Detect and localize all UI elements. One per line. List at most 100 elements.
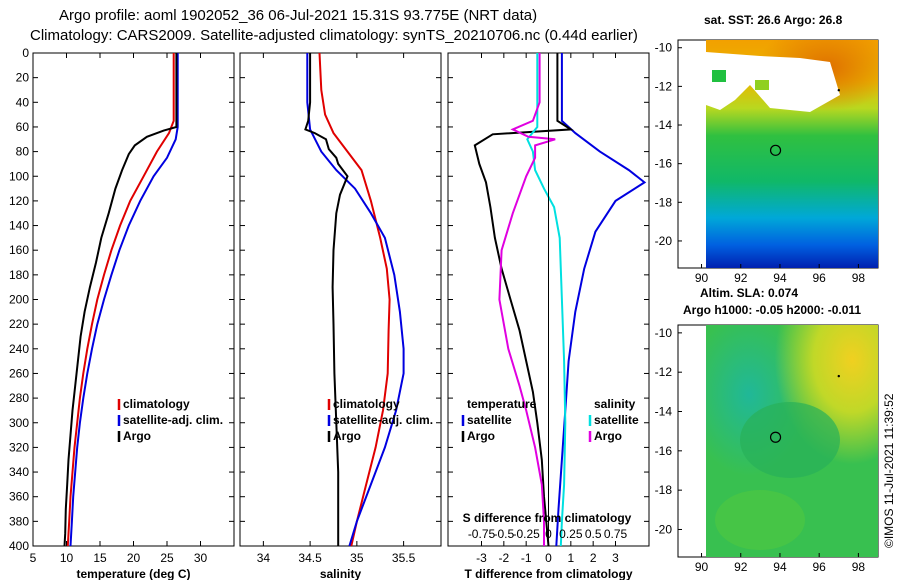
- map-x-tick-label: 96: [812, 271, 826, 285]
- island-marker: [837, 89, 840, 92]
- s-diff-tick-label: 0: [545, 527, 552, 541]
- x-tick-label: -1: [521, 551, 532, 565]
- x-tick-label: 3: [612, 551, 619, 565]
- x-tick-label: 35.5: [392, 551, 416, 565]
- sla-map-title-1: Altim. SLA: 0.074: [700, 286, 798, 300]
- y-tick-label: 180: [9, 268, 29, 282]
- x-tick-label: 2: [590, 551, 597, 565]
- s-diff-tick-label: -0.75: [468, 527, 496, 541]
- series-line-s-argo: [498, 53, 556, 546]
- map-y-tick-label: -14: [655, 405, 673, 419]
- y-tick-label: 240: [9, 342, 29, 356]
- sla-map-title-2: Argo h1000: -0.05 h2000: -0.011: [683, 303, 861, 317]
- x-tick-label: 34: [257, 551, 271, 565]
- legend-label: satellite-adj. clim.: [333, 413, 433, 427]
- sla-light-green-region: [715, 490, 805, 550]
- sst-green-patch-2: [755, 80, 769, 90]
- y-tick-label: 0: [22, 46, 29, 60]
- map-y-tick-label: -12: [655, 79, 673, 93]
- s-diff-tick-label: -0.25: [512, 527, 540, 541]
- series-line-climatology: [66, 53, 175, 547]
- legend-label: Argo: [594, 429, 622, 443]
- series-line-satellite-adj-clim-: [69, 53, 179, 547]
- s-diff-tick-label: 0.75: [604, 527, 628, 541]
- x-tick-label: 35: [350, 551, 364, 565]
- series-line-climatology: [318, 52, 391, 547]
- map-x-tick-label: 90: [695, 271, 709, 285]
- sst-map-axes: 90 92 94 96 98 -10 -12 -14 -16 -18 -20: [655, 41, 866, 285]
- map-x-tick-label: 92: [734, 560, 748, 574]
- y-tick-label: 60: [16, 120, 30, 134]
- legend-label: climatology: [123, 397, 190, 411]
- map-y-tick-label: -10: [655, 41, 673, 55]
- map-x-tick-label: 92: [734, 271, 748, 285]
- s-diff-tick-label: -0.5: [493, 527, 514, 541]
- y-tick-label: 20: [16, 71, 30, 85]
- x-tick-label: -2: [498, 551, 509, 565]
- island-marker: [837, 374, 840, 378]
- legend-label: satellite: [594, 413, 639, 427]
- legend-label: Argo: [123, 429, 151, 443]
- y-tick-label: 220: [9, 317, 29, 331]
- legend-label: Argo: [333, 429, 361, 443]
- y-tick-label: 400: [9, 539, 29, 553]
- y-tick-label: 120: [9, 194, 29, 208]
- x-tick-label: 34.5: [298, 551, 322, 565]
- temperature-panel: 0 20 40 60 80 100 120 140 160 180 200 220 240 260 280 3…: [9, 46, 235, 580]
- map-x-tick-label: 94: [773, 271, 787, 285]
- x-tick-label: 5: [30, 551, 37, 565]
- map-y-tick-label: -18: [655, 195, 673, 209]
- series-line-argo: [63, 53, 178, 547]
- x-tick-label: 25: [160, 551, 174, 565]
- title-line-2: Climatology: CARS2009. Satellite-adjuste…: [30, 27, 638, 44]
- series-line-t-argo: [473, 53, 574, 547]
- legend-label: temperature: [467, 397, 537, 411]
- map-y-tick-label: -16: [655, 444, 673, 458]
- map-x-tick-label: 98: [852, 271, 866, 285]
- map-y-tick-label: -10: [655, 326, 673, 340]
- y-tick-label: 140: [9, 219, 29, 233]
- x-tick-label: 10: [60, 551, 74, 565]
- legend-label: salinity: [594, 397, 636, 411]
- map-y-tick-label: -14: [655, 118, 673, 132]
- legend-label: Argo: [467, 429, 495, 443]
- x-tick-label: 1: [567, 551, 574, 565]
- y-tick-label: 320: [9, 440, 29, 454]
- x-tick-label: 0: [545, 551, 552, 565]
- imos-watermark: ©IMOS 11-Jul-2021 11:39:52: [882, 393, 896, 548]
- sst-map-title: sat. SST: 26.6 Argo: 26.8: [704, 13, 843, 27]
- series-line-satellite-adj-clim-: [306, 53, 405, 547]
- y-tick-label: 280: [9, 391, 29, 405]
- x-axis-label: salinity: [320, 567, 362, 580]
- x-tick-label: 20: [127, 551, 141, 565]
- map-x-tick-label: 98: [852, 560, 866, 574]
- series-line-argo: [304, 53, 349, 546]
- y-tick-label: 380: [9, 514, 29, 528]
- y-tick-label: 200: [9, 293, 29, 307]
- salinity-panel: 34 34.5 35 35.5 salinity climatology satellite…: [239, 52, 442, 580]
- series-line-t-satellite: [555, 53, 647, 547]
- x-axis-label: temperature (deg C): [76, 567, 190, 580]
- map-x-tick-label: 94: [773, 560, 787, 574]
- y-tick-label: 360: [9, 490, 29, 504]
- legend-label: satellite-adj. clim.: [123, 413, 223, 427]
- series-line-s-satellite: [526, 53, 567, 547]
- legend-label: climatology: [333, 397, 400, 411]
- sla-map-axes: 90 92 94 96 98 -10 -12 -14 -16 -18 -20: [655, 326, 866, 574]
- x-tick-label: 30: [194, 551, 208, 565]
- argo-position-marker: [769, 431, 782, 443]
- map-y-tick-label: -20: [655, 234, 673, 248]
- legend-label: satellite: [467, 413, 512, 427]
- s-diff-tick-label: 0.25: [559, 527, 583, 541]
- x-tick-label: -3: [476, 551, 487, 565]
- difference-panel: -3 -2 -1 0 1 2 3 T difference from climatology t…: [447, 52, 650, 580]
- y-tick-label: 80: [16, 145, 30, 159]
- y-tick-label: 340: [9, 465, 29, 479]
- argo-position-marker: [769, 144, 782, 156]
- sla-dark-green-region: [740, 402, 840, 478]
- sst-green-patch: [712, 70, 726, 82]
- map-x-tick-label: 96: [812, 560, 826, 574]
- sla-map: [677, 324, 879, 558]
- map-y-tick-label: -20: [655, 522, 673, 536]
